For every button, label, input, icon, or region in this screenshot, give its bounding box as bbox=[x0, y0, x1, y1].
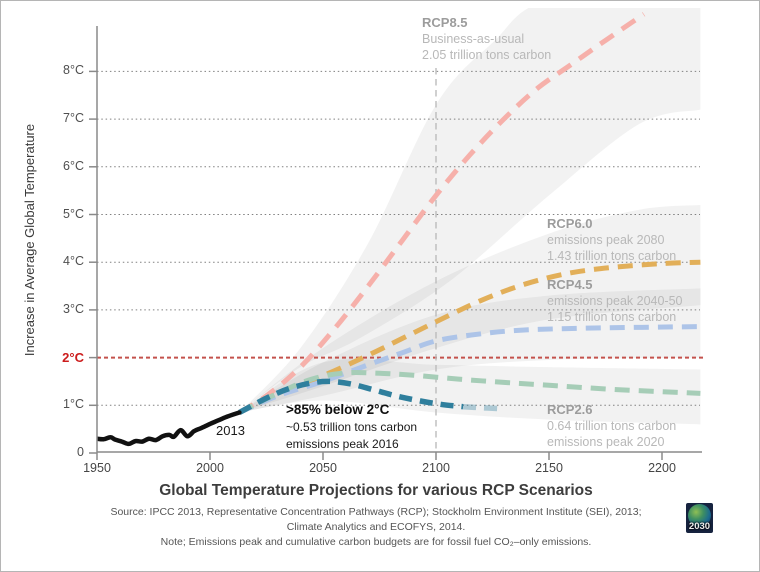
label-rcp26: RCP2.6 0.64 trillion tons carbon emissio… bbox=[547, 402, 676, 450]
x-tick-label-2200: 2200 bbox=[648, 461, 676, 475]
source-line-3: Note; Emissions peak and cumulative carb… bbox=[160, 536, 592, 548]
y-tick-label-0: 0 bbox=[77, 445, 84, 459]
gridlines bbox=[97, 70, 700, 406]
x-tick-label-2150: 2150 bbox=[535, 461, 563, 475]
y-tick-label-4: 4°C bbox=[63, 254, 84, 269]
label-rcp85-sub1: Business-as-usual bbox=[422, 32, 525, 46]
y-tick-label-6: 6°C bbox=[63, 158, 84, 173]
x-tick-label-2000: 2000 bbox=[196, 461, 224, 475]
label-rcp85-title: RCP8.5 bbox=[422, 15, 468, 30]
series-rcp85 bbox=[238, 12, 646, 415]
y-tick-label-5: 5°C bbox=[63, 206, 84, 221]
label-rcp60-title: RCP6.0 bbox=[547, 216, 593, 231]
label-below2: >85% below 2°C ~0.53 trillion tons carbo… bbox=[286, 400, 417, 453]
label-rcp60: RCP6.0 emissions peak 2080 1.43 trillion… bbox=[547, 216, 676, 264]
label-rcp45-sub1: emissions peak 2040-50 bbox=[547, 294, 683, 308]
x-tick-label-2050: 2050 bbox=[309, 461, 337, 475]
y-tick-label-1: 1°C bbox=[63, 397, 84, 412]
series-below2 bbox=[238, 378, 464, 415]
label-below2-title: >85% below 2°C bbox=[286, 402, 390, 417]
label-rcp60-sub2: 1.43 trillion tons carbon bbox=[547, 249, 677, 263]
label-rcp45-title: RCP4.5 bbox=[547, 277, 593, 292]
x-tick-label-2100: 2100 bbox=[422, 461, 450, 475]
series-rcp60 bbox=[238, 259, 701, 415]
uncertainty-band-rcp85 bbox=[239, 8, 701, 413]
label-rcp45-sub2: 1.15 trillion tons carbon bbox=[547, 310, 677, 324]
label-rcp26-sub1: 0.64 trillion tons carbon bbox=[547, 419, 677, 433]
label-rcp85-sub2: 2.05 trillion tons carbon bbox=[422, 48, 552, 62]
y-tick-label-7: 7°C bbox=[63, 111, 84, 126]
uncertainty-band-rcp45 bbox=[239, 288, 701, 413]
series-historical bbox=[97, 410, 242, 447]
2030-logo: 2030 bbox=[686, 503, 713, 533]
label-rcp26-title: RCP2.6 bbox=[547, 402, 593, 417]
reference-lines bbox=[97, 68, 703, 452]
y-tick-label-2: 2°C bbox=[62, 349, 84, 365]
label-below2-sub2: emissions peak 2016 bbox=[286, 437, 399, 451]
chart-plot-area bbox=[89, 8, 703, 460]
label-rcp60-sub1: emissions peak 2080 bbox=[547, 233, 665, 247]
axes bbox=[89, 26, 702, 460]
source-line-1: Source: IPCC 2013, Representative Concen… bbox=[110, 506, 642, 518]
y-tick-label-8: 8°C bbox=[63, 63, 84, 78]
source-block: Source: IPCC 2013, Representative Concen… bbox=[0, 505, 752, 550]
source-line-2: Climate Analytics and ECOFYS, 2014. bbox=[286, 521, 466, 533]
chart-caption: Global Temperature Projections for vario… bbox=[159, 482, 593, 499]
uncertainty-band-rcp26 bbox=[239, 359, 701, 425]
label-rcp45: RCP4.5 emissions peak 2040-50 1.15 trill… bbox=[547, 277, 683, 325]
label-year-2013: 2013 bbox=[216, 423, 245, 438]
label-rcp26-sub2: emissions peak 2020 bbox=[547, 435, 665, 449]
series-rcp45 bbox=[238, 324, 701, 415]
label-below2-sub1: ~0.53 trillion tons carbon bbox=[286, 420, 418, 434]
series-below2-fade bbox=[462, 403, 500, 412]
y-tick-label-3: 3°C bbox=[63, 301, 84, 316]
logo-text: 2030 bbox=[688, 521, 711, 532]
scenario-lines bbox=[97, 12, 701, 447]
globe-icon bbox=[688, 504, 711, 527]
x-tick-label-1950: 1950 bbox=[83, 461, 111, 475]
label-rcp85: RCP8.5 Business-as-usual 2.05 trillion t… bbox=[422, 15, 551, 63]
